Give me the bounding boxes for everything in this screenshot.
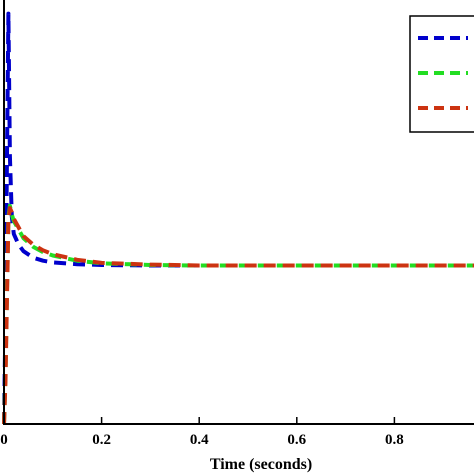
x-axis-title: Time (seconds) [210, 456, 312, 473]
series-line-2 [2, 203, 474, 425]
x-tick-label: 0.2 [92, 432, 111, 448]
x-tick-label: 0.4 [190, 432, 209, 448]
x-axis: 0 0.2 0.4 0.6 0.8 [0, 417, 404, 448]
x-tick-label: 0.8 [385, 432, 404, 448]
series-line-3 [2, 206, 474, 425]
legend [409, 15, 474, 133]
series-line-1 [2, 11, 474, 425]
plot-frame [3, 0, 474, 425]
x-tick-label: 0.6 [287, 432, 306, 448]
x-tick-label: 0 [0, 432, 8, 448]
series-layer [2, 11, 474, 425]
